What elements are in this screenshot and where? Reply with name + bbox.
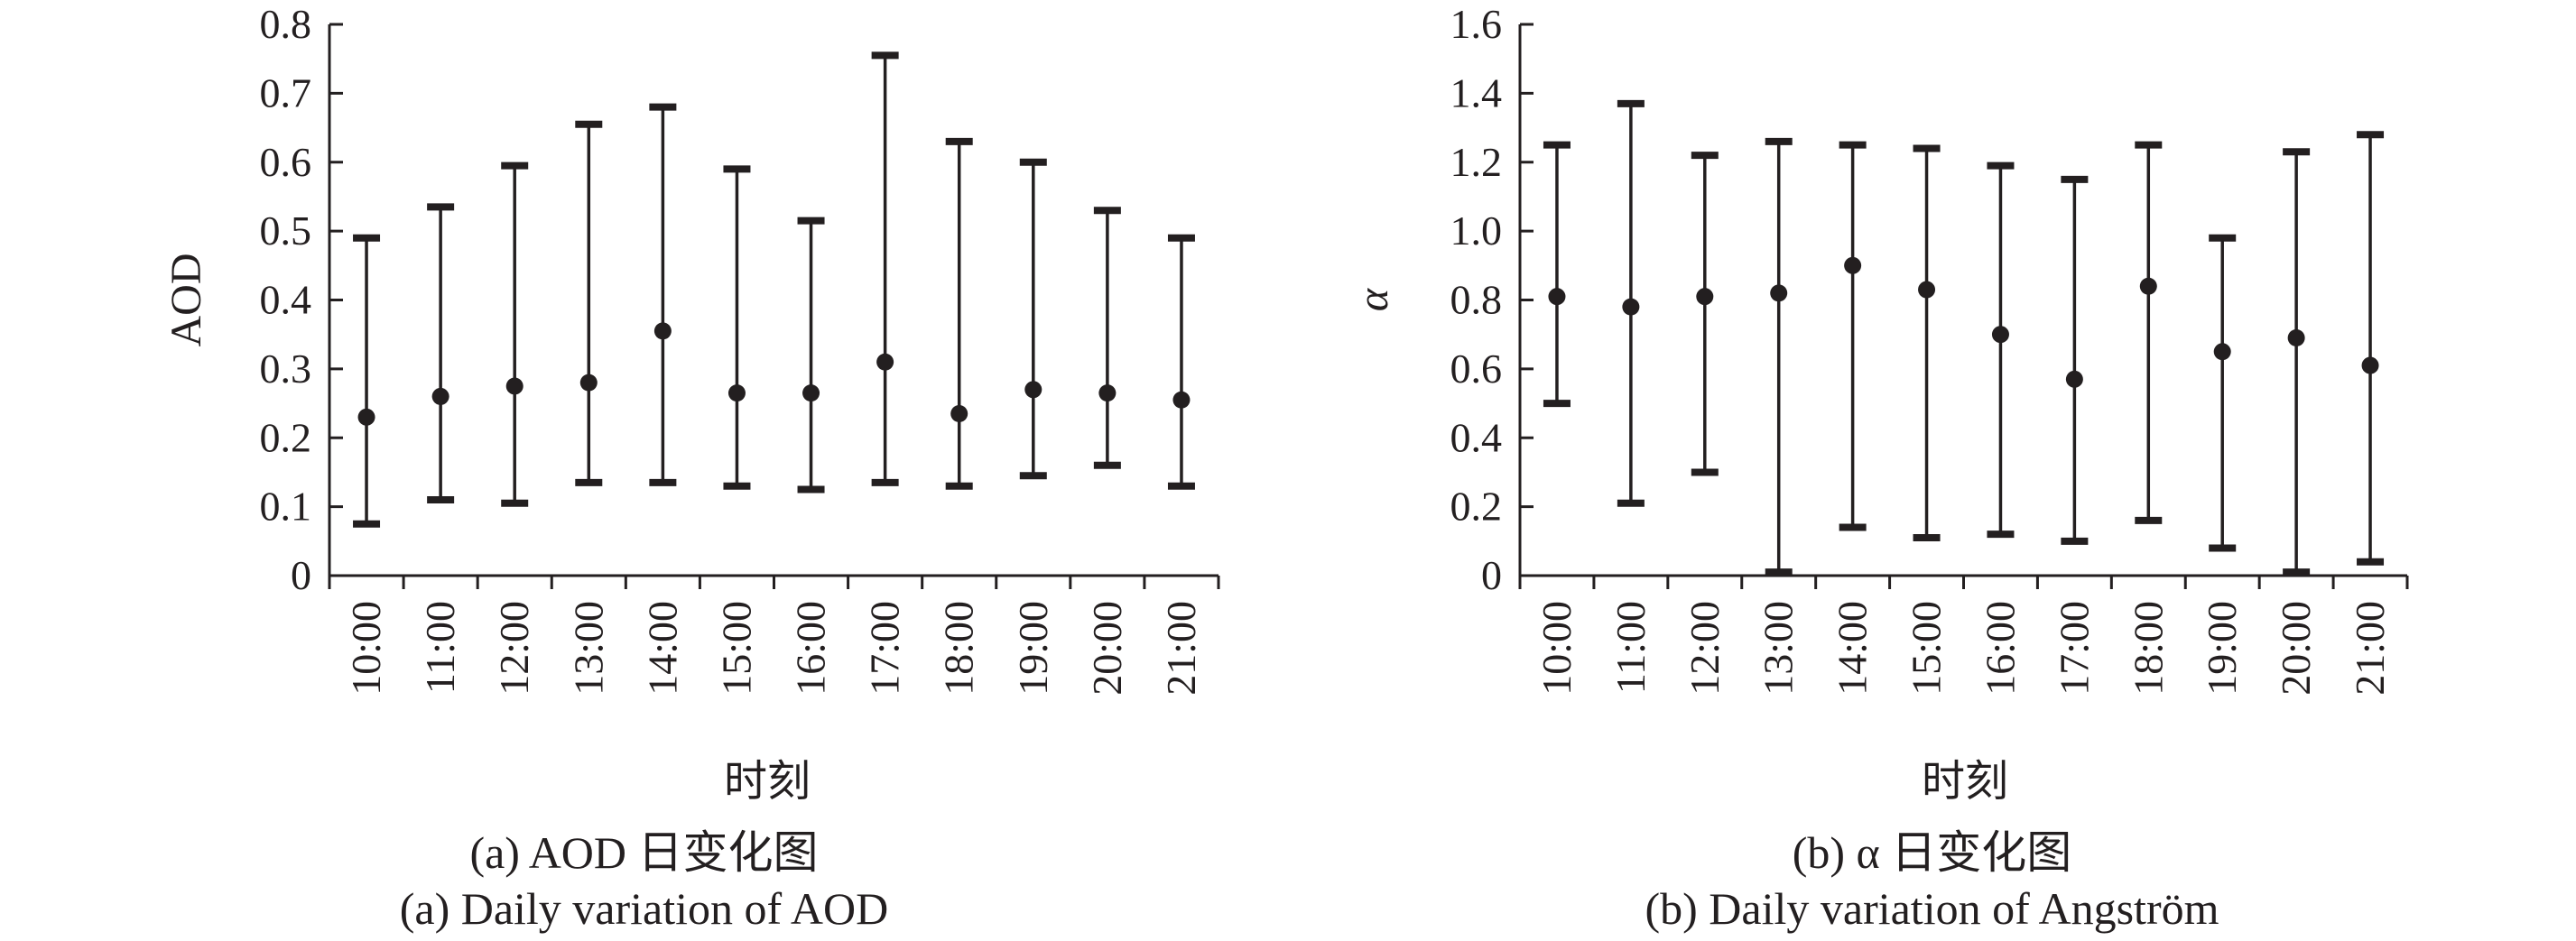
chart0-x-tick-label: 15:00 — [713, 601, 759, 696]
chart0-y-tick-label: 0.3 — [260, 346, 312, 392]
chart1-y-tick-label: 0 — [1481, 552, 1502, 598]
chart-panel-aod: 0 0.1 0.2 0.3 0.4 0.5 0.6 0.7 0.8 10:00 11:00 12:00… — [162, 1, 1220, 934]
chart0-x-tick-label: 17:00 — [862, 601, 908, 696]
chart0-x-tick-label: 10:00 — [343, 601, 389, 696]
chart1-data-point — [1622, 298, 1640, 316]
chart0-y-tick-label: 0.2 — [260, 414, 312, 460]
chart0-x-tick-label: 21:00 — [1158, 601, 1204, 696]
chart0-y-tick-label: 0 — [291, 552, 311, 598]
chart1-x-tick-label: 16:00 — [1977, 601, 2023, 696]
chart0-data-point — [579, 374, 598, 392]
chart0-data-point — [876, 353, 894, 371]
chart0-y-tick-label: 0.8 — [260, 1, 312, 47]
chart0-data-point — [653, 322, 672, 340]
chart1-y-axis-title: α — [1349, 288, 1397, 311]
chart1-y-tick-label: 1.4 — [1450, 69, 1503, 115]
aod-caption-en: (a) Daily variation of AOD — [399, 883, 889, 934]
chart1-data-point — [2361, 356, 2379, 374]
chart0-x-tick-label: 14:00 — [639, 601, 685, 696]
chart1-data-point — [2065, 370, 2083, 388]
chart0-y-tick-label: 0.6 — [260, 139, 312, 185]
chart1-y-tick-label: 0.4 — [1450, 414, 1503, 460]
chart1-data-point — [1918, 281, 1936, 299]
chart0-data-point — [950, 405, 968, 423]
chart-panel-angstrom: 0 0.2 0.4 0.6 0.8 1.0 1.2 1.4 1.6 10:00 11:00 12:00… — [1288, 0, 2576, 941]
chart1-x-tick-label: 17:00 — [2051, 601, 2097, 696]
chart1-x-tick-label: 11:00 — [1608, 601, 1654, 694]
chart1-data-point — [1696, 288, 1714, 306]
chart0-y-axis-title: AOD — [162, 254, 210, 347]
chart1-data-point — [1991, 326, 2009, 344]
chart0-x-tick-label: 12:00 — [491, 601, 537, 696]
angstrom-chart-svg: 0 0.2 0.4 0.6 0.8 1.0 1.2 1.4 1.6 10:00 11:00 12:00… — [1349, 1, 2409, 806]
chart1-y-tick-label: 0.2 — [1450, 484, 1503, 530]
chart1-x-tick-label: 13:00 — [1756, 601, 1802, 696]
chart0-y-tick-label: 0.1 — [260, 484, 312, 530]
chart0-data-point — [727, 384, 746, 402]
chart1-data-point — [1844, 256, 1862, 274]
chart1-data-point — [2213, 343, 2231, 361]
chart1-x-tick-label: 20:00 — [2273, 601, 2319, 696]
chart0-x-tick-label: 18:00 — [936, 601, 982, 696]
chart0-x-tick-label: 13:00 — [565, 601, 611, 696]
chart0-x-tick-label: 20:00 — [1084, 601, 1130, 696]
chart0-x-tick-label: 19:00 — [1010, 601, 1056, 696]
chart1-x-tick-label: 21:00 — [2347, 601, 2393, 696]
chart1-x-tick-label: 10:00 — [1534, 601, 1580, 696]
chart0-y-tick-label: 0.7 — [260, 69, 312, 115]
chart1-x-axis-title: 时刻 — [1922, 758, 2008, 806]
chart1-y-tick-label: 1.2 — [1450, 139, 1503, 185]
chart0-data-point — [357, 408, 375, 426]
chart1-data-point — [2139, 277, 2157, 295]
chart1-data-point — [1548, 288, 1566, 306]
chart0-data-point — [505, 377, 524, 395]
chart0-data-point — [802, 384, 820, 402]
chart1-x-tick-label: 14:00 — [1830, 601, 1876, 696]
chart1-x-tick-label: 18:00 — [2125, 601, 2171, 696]
chart0-data-point — [1024, 381, 1042, 399]
angstrom-caption-cn: (b) α 日变化图 — [1792, 827, 2072, 878]
chart1-y-tick-label: 0.6 — [1450, 346, 1503, 392]
chart0-data-point — [1098, 384, 1117, 402]
angstrom-caption-en: (b) Daily variation of Angström — [1645, 883, 2219, 934]
chart1-x-tick-label: 15:00 — [1904, 601, 1950, 696]
chart0-x-tick-label: 16:00 — [788, 601, 834, 696]
chart0-y-tick-label: 0.4 — [260, 277, 312, 323]
chart0-x-tick-label: 11:00 — [417, 601, 463, 694]
chart1-data-point — [2287, 329, 2305, 347]
chart0-x-axis-title: 时刻 — [724, 758, 811, 806]
aod-chart-svg: 0 0.1 0.2 0.3 0.4 0.5 0.6 0.7 0.8 10:00 11:00 12:00… — [162, 1, 1220, 806]
chart1-y-tick-label: 1.6 — [1450, 1, 1503, 47]
chart1-x-tick-label: 12:00 — [1682, 601, 1728, 696]
chart0-data-point — [1172, 391, 1191, 409]
chart1-data-point — [1770, 284, 1788, 302]
chart0-y-tick-label: 0.5 — [260, 208, 312, 254]
aod-caption-cn: (a) AOD 日变化图 — [469, 827, 819, 878]
chart1-y-tick-label: 0.8 — [1450, 277, 1503, 323]
chart0-data-point — [431, 387, 449, 405]
chart1-y-tick-label: 1.0 — [1450, 208, 1503, 254]
chart1-x-tick-label: 19:00 — [2199, 601, 2245, 696]
